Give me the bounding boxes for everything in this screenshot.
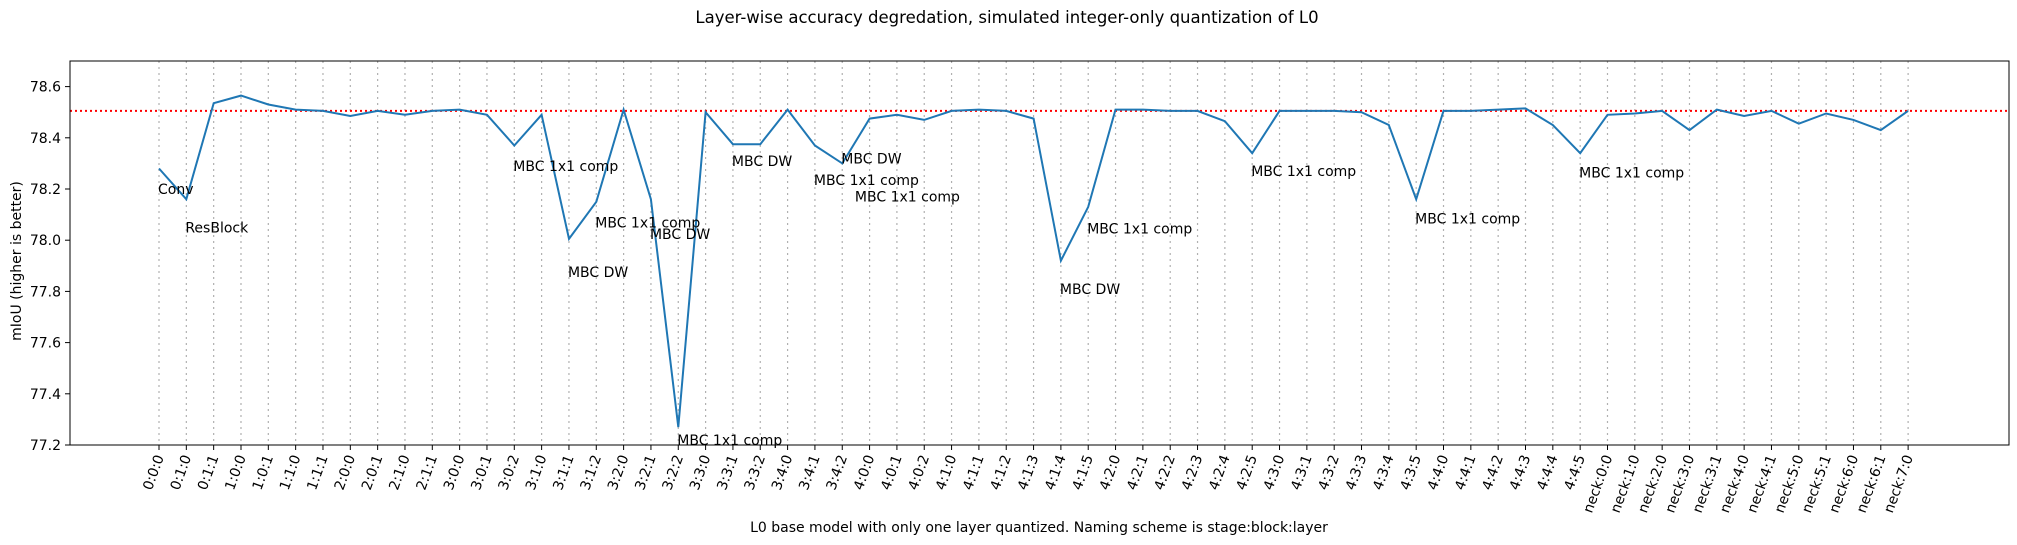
x-tick-label: 3:4:0	[769, 453, 796, 492]
x-tick-label: 4:0:1	[878, 453, 905, 492]
x-tick-label: 4:2:1	[1124, 453, 1151, 492]
x-tick-label: 4:0:0	[851, 453, 878, 492]
x-tick-label: 3:2:1	[632, 453, 659, 492]
x-tick-label: 4:3:5	[1398, 453, 1425, 492]
x-tick-label: 4:4:4	[1534, 453, 1561, 493]
annotation-label: MBC 1x1 comp	[1415, 211, 1520, 227]
x-tick-label: 4:3:2	[1316, 453, 1343, 492]
x-tick-label: 4:4:0	[1425, 453, 1452, 492]
x-tick-label: 4:3:1	[1288, 453, 1315, 492]
series-line	[158, 94, 1909, 428]
x-tick-label: 4:4:3	[1507, 453, 1534, 492]
x-tick-label: 3:2:2	[660, 453, 687, 492]
x-tick-label: 3:3:0	[687, 453, 714, 492]
y-tick-label: 77.8	[30, 284, 61, 300]
x-tick-label: 4:2:2	[1152, 453, 1179, 492]
annotation-label: MBC DW	[841, 151, 901, 167]
y-tick-label: 77.6	[30, 336, 61, 352]
x-tick-label: 4:1:1	[960, 453, 987, 492]
annotation-label: Conv	[158, 182, 194, 198]
x-tick-label: 3:0:0	[441, 453, 468, 492]
x-tick-label: 1:0:1	[250, 453, 277, 492]
x-tick-label: 4:1:0	[933, 453, 960, 492]
x-tick-label: 3:1:2	[578, 453, 605, 492]
x-tick-label: 4:3:3	[1343, 453, 1370, 492]
x-tick-label: 3:2:0	[605, 453, 632, 492]
annotation-label: MBC 1x1 comp	[595, 215, 700, 231]
y-axis-label: mIoU (higher is better)	[9, 181, 25, 341]
x-tick-label: 0:1:0	[168, 453, 195, 492]
annotation-label: MBC 1x1 comp	[814, 173, 919, 189]
x-tick-label: 4:2:3	[1179, 453, 1206, 492]
y-tick-label: 77.2	[30, 438, 61, 454]
x-tick-label: 4:2:0	[1097, 453, 1124, 492]
x-tick-label: 4:1:2	[988, 453, 1015, 492]
x-axis-label: L0 base model with only one layer quanti…	[750, 520, 1328, 536]
annotation-label: MBC DW	[1060, 282, 1120, 298]
x-tick-label: 4:4:5	[1562, 453, 1589, 492]
x-tick-label: 1:0:0	[222, 453, 249, 492]
x-tick-label: 4:1:5	[1070, 453, 1097, 492]
x-gridlines	[158, 61, 1909, 445]
x-tick-label: 2:0:1	[359, 453, 386, 492]
annotation-label: MBC 1x1 comp	[513, 159, 618, 175]
x-tick-label: 2:0:0	[332, 453, 359, 492]
x-tick-label: 3:1:1	[550, 453, 577, 492]
x-tick-label: 4:3:0	[1261, 453, 1288, 492]
x-tick-label: 4:2:4	[1206, 453, 1233, 493]
y-tick-label: 78.6	[30, 80, 61, 96]
annotation-label: MBC DW	[568, 265, 628, 281]
x-tick-label: 3:3:2	[742, 453, 769, 492]
x-tick-label: 4:2:5	[1234, 453, 1261, 492]
chart-title: Layer-wise accuracy degredation, simulat…	[695, 8, 1318, 27]
y-tick-label: 78.0	[30, 233, 61, 249]
x-tick-label: 2:1:1	[414, 453, 441, 492]
annotation-label: MBC 1x1 comp	[855, 190, 960, 206]
annotation-label: MBC DW	[732, 154, 792, 170]
y-tick-label: 77.4	[30, 387, 61, 403]
x-tick-label: 0:0:0	[140, 453, 167, 492]
x-axis: 0:0:0 0:1:0 0:1:1 1:0:0 1:0:1 1:1:0 1:1:1 2:0:0…	[140, 445, 1917, 515]
annotation-label: ResBlock	[185, 220, 249, 236]
x-tick-label: 4:0:2	[906, 453, 933, 492]
plot-frame	[69, 60, 2010, 446]
annotation-label: MBC 1x1 comp	[1579, 165, 1684, 181]
annotation-label: MBC 1x1 comp	[1087, 222, 1192, 238]
y-tick-label: 78.2	[30, 182, 61, 198]
x-tick-label: 1:1:0	[277, 453, 304, 492]
x-tick-label: 3:0:2	[496, 453, 523, 492]
y-axis: 77.2 77.4 77.6 77.8 78.0 78.2 78.4 78.6	[30, 80, 70, 454]
annotation-label: MBC 1x1 comp	[1251, 164, 1356, 180]
x-tick-label: 4:1:4	[1042, 453, 1069, 493]
x-tick-label: 3:1:0	[523, 453, 550, 492]
x-tick-label: 3:4:1	[796, 453, 823, 492]
x-tick-label: 1:1:1	[304, 453, 331, 492]
x-tick-label: 4:1:3	[1015, 453, 1042, 492]
x-tick-label: 3:4:2	[824, 453, 851, 492]
x-tick-label: 0:1:1	[195, 453, 222, 492]
x-tick-label: 4:3:4	[1370, 453, 1397, 493]
x-tick-label: 3:3:1	[714, 453, 741, 492]
annotation-label: MBC 1x1 comp	[677, 433, 782, 449]
annotation-label: MBC DW	[650, 227, 710, 243]
x-tick-label: 3:0:1	[468, 453, 495, 492]
x-tick-label: 4:4:2	[1480, 453, 1507, 492]
x-tick-label: 2:1:0	[386, 453, 413, 492]
y-tick-label: 78.4	[30, 131, 61, 147]
x-tick-label: 4:4:1	[1452, 453, 1479, 492]
